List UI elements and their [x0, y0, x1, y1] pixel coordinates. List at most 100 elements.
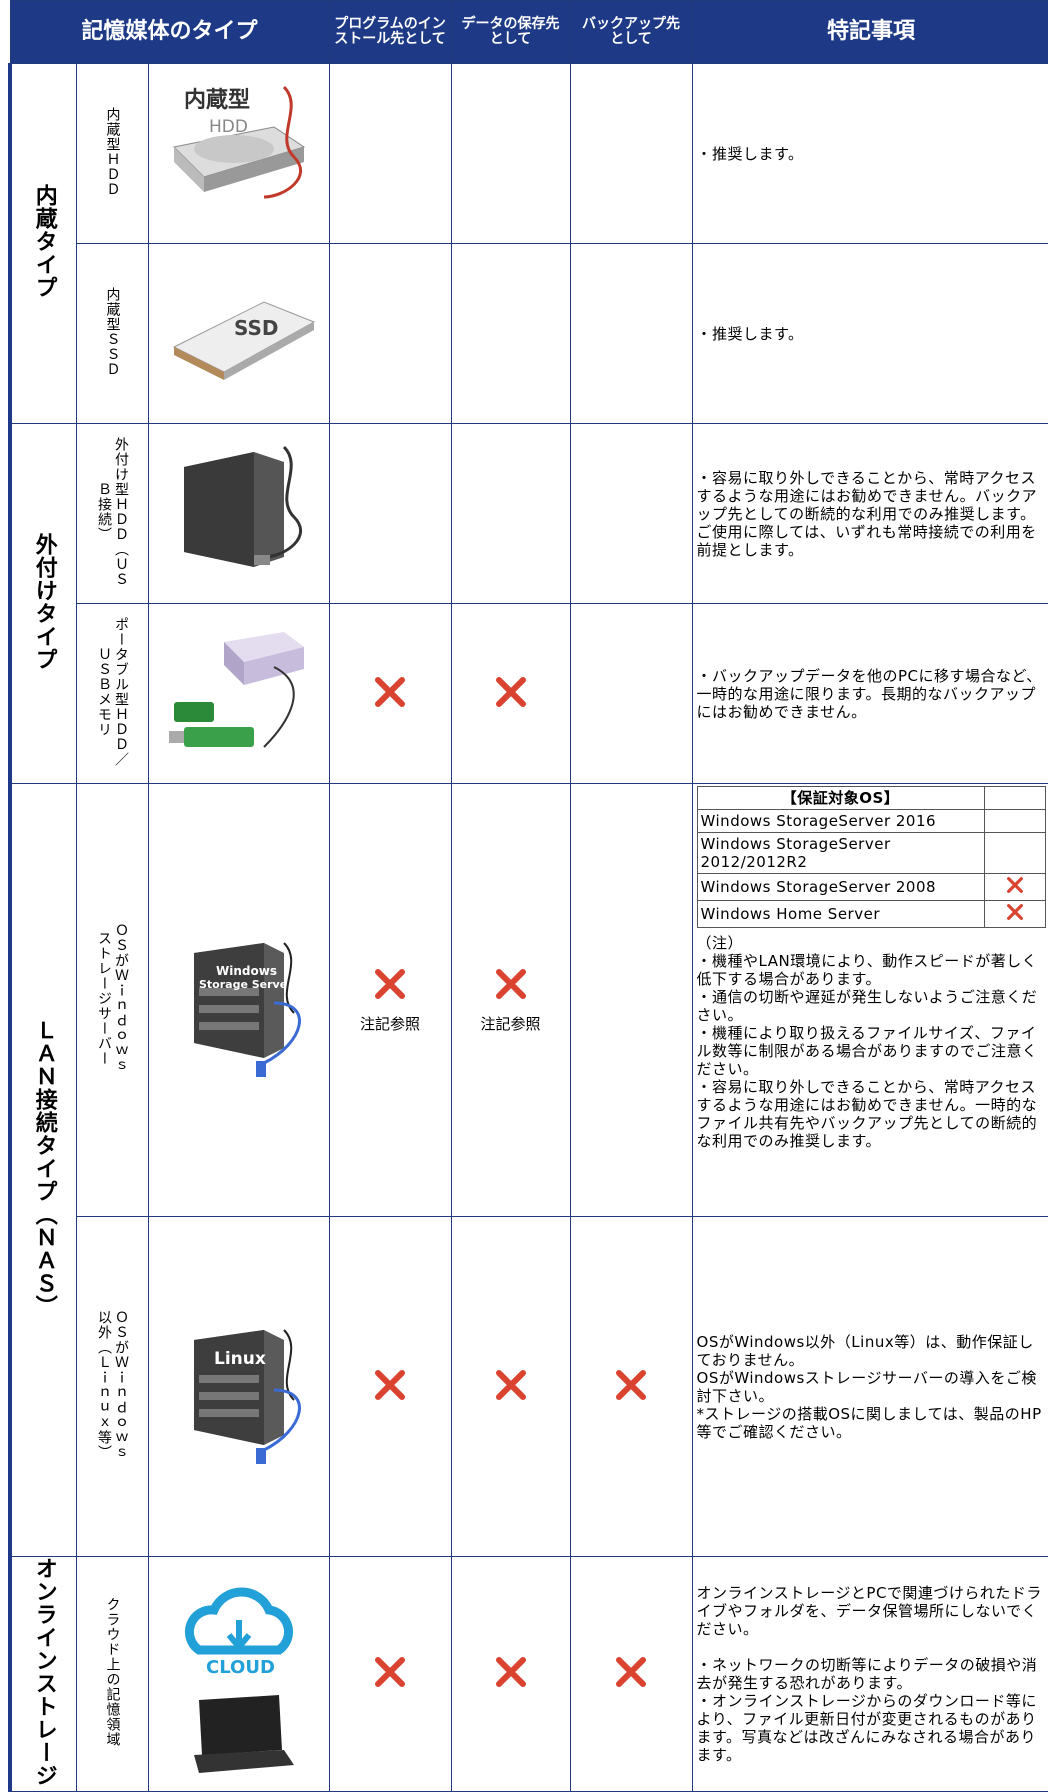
- notes-cell: OSがWindows以外（Linux等）は、動作保証しておりません。 OSがWin…: [691, 1216, 1048, 1557]
- note-line: ・容易に取り外しできることから、常時アクセスするような用途にはお勧めできません。…: [696, 1078, 1038, 1150]
- note-group: （注） ・機種やLAN環境により、動作スピードが著しく低下する場合があります。 ・通…: [697, 934, 1046, 1150]
- os-row: Windows StorageServer 2016: [696, 809, 1046, 833]
- notes-cell: 【保証対象OS】 Windows StorageServer 2016 Window…: [691, 783, 1048, 1217]
- mark-cell: [450, 243, 571, 424]
- mark-cell: [450, 63, 571, 244]
- mark-cell: [328, 1556, 452, 1792]
- type-cell: ポータブル型ＨＤＤ／ＵＳＢメモリ: [75, 603, 149, 784]
- header-row: 記憶媒体のタイプ プログラムのインストール先として データの保存先として バック…: [9, 0, 1048, 64]
- mark-cell: [450, 1216, 571, 1557]
- mark-cell: [450, 1556, 571, 1792]
- image-cell: Windows Storage Server: [147, 783, 330, 1217]
- notes-cell: ・容易に取り外しできることから、常時アクセスするような用途にはお勧めできません。…: [691, 423, 1048, 604]
- category-label: ＬＡＮ接続タイプ（ＮＡＳ）: [31, 1018, 57, 1318]
- type-label: ポータブル型ＨＤＤ／ＵＳＢメモリ: [96, 616, 129, 767]
- type-cell: ＯＳがＷｉｎｄｏｗｓ以外（Ｌｉｎｕｘ等）: [75, 1216, 149, 1557]
- os-mark: [983, 900, 1046, 928]
- type-cell: 内蔵型ＳＳＤ: [75, 243, 149, 424]
- note-line: ・オンラインストレージからのダウンロード等により、ファイル更新日付が変更されるも…: [696, 1692, 1037, 1764]
- image-cell: SSD: [147, 243, 330, 424]
- mark-cell: 注記参照: [328, 783, 452, 1217]
- type-cell: 外付け型ＨＤＤ（ＵＳＢ接続）: [75, 423, 149, 604]
- note-ref: 注記参照: [480, 1014, 541, 1033]
- image-label: CLOUD: [206, 1657, 275, 1678]
- header-cell: 特記事項: [691, 0, 1048, 64]
- notes-cell: ・推奨します。: [691, 243, 1048, 424]
- type-label: 外付け型ＨＤＤ（ＵＳＢ接続）: [96, 436, 129, 587]
- mark-cell: [569, 1216, 693, 1557]
- type-label: クラウド上の記憶領域: [104, 1597, 121, 1747]
- os-mark: [983, 809, 1046, 833]
- note-line: *ストレージの搭載OSに関しましては、製品のHP等でご確認ください。: [696, 1404, 1042, 1441]
- os-row: Windows StorageServer 2012/2012R2: [696, 832, 1046, 874]
- image-label: Storage Server: [199, 978, 293, 991]
- category-label: 内蔵タイプ: [31, 184, 57, 299]
- mark-cell: [450, 423, 571, 604]
- x-mark: [495, 1657, 526, 1687]
- media-image: CLOUD: [184, 1587, 294, 1773]
- os-row: Windows Home Server: [696, 900, 1046, 928]
- storage-table: 記憶媒体のタイプ プログラムのインストール先として データの保存先として バック…: [8, 0, 1048, 1792]
- note-line: オンラインストレージとPCで関連づけられたドライブやフォルダを、データ保管場所に…: [696, 1584, 1042, 1638]
- os-row: 【保証対象OS】: [696, 786, 1046, 810]
- os-name: Windows Home Server: [696, 900, 985, 928]
- image-cell: Linux: [147, 1216, 330, 1557]
- table-row: ＯＳがＷｉｎｄｏｗｓ以外（Ｌｉｎｕｘ等） Linux OSがWindows以外（Li…: [10, 1216, 1048, 1557]
- image-cell: CLOUD: [147, 1556, 330, 1792]
- x-mark: [375, 676, 406, 707]
- category-label: 外付けタイプ: [31, 532, 57, 671]
- note-ref: 注記参照: [360, 1014, 421, 1033]
- type-cell: 内蔵型ＨＤＤ: [75, 63, 149, 244]
- x-mark: [1006, 877, 1023, 893]
- category-cell: 内蔵タイプ: [8, 63, 77, 424]
- mark-cell: [569, 63, 693, 244]
- note-line: ・バックアップデータを他のPCに移す場合など、一時的な用途に限ります。長期的なバ…: [696, 666, 1042, 721]
- note-line: （注）: [696, 934, 744, 952]
- header-cell: バックアップ先として: [569, 0, 693, 64]
- table-row: ＬＡＮ接続タイプ（ＮＡＳ） ＯＳがＷｉｎｄｏｗｓストレージサーバー Windows S…: [8, 783, 1048, 1557]
- mark-cell: [569, 423, 693, 604]
- media-image: [183, 445, 302, 567]
- image-cell: [147, 423, 330, 604]
- note-group: ・ネットワークの切断等によりデータの破損や消去が発生する恐れがあります。 ・オンラ…: [697, 1656, 1046, 1764]
- notes-cell: オンラインストレージとPCで関連づけられたドライブやフォルダを、データ保管場所に…: [691, 1556, 1048, 1792]
- image-label: 内蔵型: [184, 88, 250, 113]
- image-label: Linux: [214, 1349, 266, 1369]
- mark-cell: [569, 783, 693, 1217]
- type-label: ＯＳがＷｉｎｄｏｗｓ以外（Ｌｉｎｕｘ等）: [96, 1309, 129, 1460]
- x-mark: [1006, 904, 1023, 920]
- mark-cell: [328, 63, 452, 244]
- note-line: ・容易に取り外しできることから、常時アクセスするような用途にはお勧めできません。…: [696, 468, 1038, 523]
- os-mark: [983, 786, 1046, 810]
- mark-cell: [569, 243, 693, 424]
- os-table: 【保証対象OS】 Windows StorageServer 2016 Window…: [696, 786, 1046, 928]
- mark-cell: 注記参照: [450, 783, 571, 1217]
- type-label: 内蔵型ＨＤＤ: [104, 106, 121, 197]
- note-line: OSがWindowsストレージサーバーの導入をご検討下さい。: [696, 1368, 1037, 1405]
- x-mark: [375, 1369, 406, 1400]
- table-row: 内蔵タイプ 内蔵型ＨＤＤ 内蔵型 HDD ・推奨します。: [8, 63, 1048, 424]
- x-mark: [495, 968, 526, 999]
- x-mark: [495, 676, 526, 707]
- mark-cell: [450, 603, 571, 784]
- header-cell: 記憶媒体のタイプ: [9, 0, 330, 64]
- os-mark: [983, 873, 1046, 901]
- x-mark: [495, 1369, 526, 1400]
- table-row: 外付けタイプ 外付け型ＨＤＤ（ＵＳＢ接続） ・容易に取り外しできることから、常時アク…: [8, 423, 1048, 784]
- x-mark: [616, 1657, 647, 1687]
- table-row: ポータブル型ＨＤＤ／ＵＳＢメモリ ・バックアップデータを他のPCに移す場合など、一…: [10, 603, 1048, 784]
- x-mark: [375, 1657, 406, 1687]
- note-group: ・推奨します。: [697, 325, 1046, 343]
- notes-cell: ・推奨します。: [691, 63, 1048, 244]
- image-label: HDD: [209, 117, 248, 137]
- note-line: ・ネットワークの切断等によりデータの破損や消去が発生する恐れがあります。: [696, 1656, 1038, 1692]
- image-cell: 内蔵型 HDD: [147, 63, 330, 244]
- media-image: [168, 631, 304, 748]
- os-name: Windows StorageServer 2016: [696, 809, 985, 833]
- note-line: ・推奨します。: [696, 144, 804, 163]
- note-line: ・通信の切断や遅延が発生しないようご注意ください。: [696, 988, 1038, 1024]
- x-mark: [616, 1369, 647, 1400]
- notes-cell: ・バックアップデータを他のPCに移す場合など、一時的な用途に限ります。長期的なバ…: [691, 603, 1048, 784]
